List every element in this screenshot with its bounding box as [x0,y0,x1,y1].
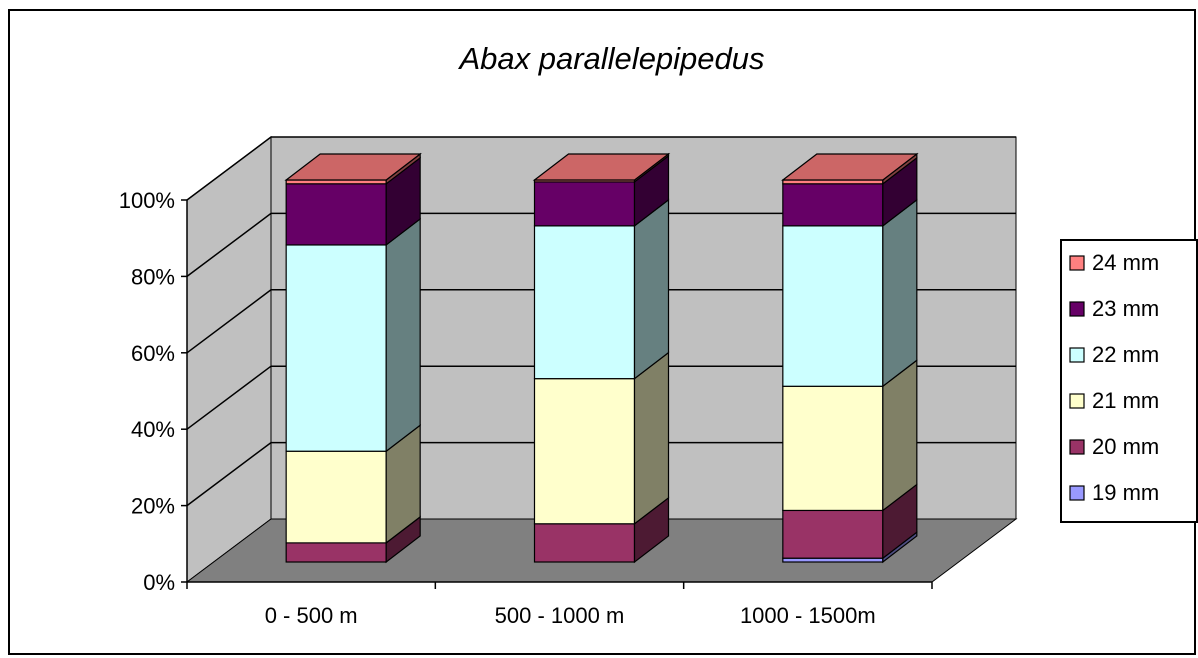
bar-top [284,153,422,181]
legend-item: 23 mm [1069,296,1159,321]
x-tick-label: 1000 - 1500m [740,603,876,628]
bar-segment [533,523,636,563]
gridline [186,365,1016,430]
legend-item: 24 mm [1069,250,1159,275]
legend-label: 24 mm [1092,250,1159,275]
y-tick-labels: 0% 20% 40% 60% 80% 100% [119,188,175,595]
bar-segment [285,542,387,563]
chart-area: Abax parallelepipedus 0% 20% 40% 60% 80% 100%… [8,9,1198,655]
legend-label: 20 mm [1092,434,1159,459]
gridline [186,136,1016,201]
y-tick-label: 80% [131,264,175,289]
chart-svg: Abax parallelepipedus 0% 20% 40% 60% 80% 100%… [119,41,1018,628]
legend-swatch [1069,393,1085,409]
y-tick-label: 60% [131,341,175,366]
bar-segment [285,244,387,452]
x-tick-label: 0 - 500 m [265,603,358,628]
bar-segment-side [385,217,421,453]
y-tick-label: 40% [131,417,175,442]
bar-segment [782,509,884,559]
bar-segment [533,181,636,227]
legend-label: 23 mm [1092,296,1159,321]
gridline [186,289,1016,354]
bar-segment [285,183,387,246]
y-tick-label: 0% [143,570,175,595]
gridlines [186,136,1016,507]
y-tick-label: 100% [119,188,175,213]
bar-segment-side [633,198,670,380]
side-wall [186,136,272,583]
legend-label: 19 mm [1092,480,1159,505]
bar-segment [782,225,884,387]
legend-item: 19 mm [1069,480,1159,505]
legend-swatch [1069,301,1085,317]
bar-segment [533,378,636,525]
legend-swatch [1069,439,1085,455]
bar-segment [782,183,884,227]
bar-top [781,153,919,181]
y-tick-label: 20% [131,494,175,519]
legend-label: 21 mm [1092,388,1159,413]
bar-stack [284,152,422,564]
legend-label: 22 mm [1092,342,1159,367]
bar-stack [532,152,671,564]
bar-segment-side [633,351,670,526]
legend-swatch [1069,255,1085,271]
bars [284,152,919,564]
legend: 24 mm 23 mm 22 mm 21 mm 20 mm 19 mm [1060,239,1198,523]
bar-segment [533,225,636,380]
legend-item: 20 mm [1069,434,1159,459]
x-tick-label: 500 - 1000 m [495,603,625,628]
bar-segment [285,450,387,544]
gridline [186,441,1016,507]
bar-top [532,153,671,181]
bar-segment-side [882,198,918,388]
legend-swatch [1069,485,1085,501]
bar-stack [781,152,919,564]
legend-swatch [1069,347,1085,363]
legend-item: 21 mm [1069,388,1159,413]
chart-title: Abax parallelepipedus [457,41,764,76]
gridline [186,212,1016,277]
legend-item: 22 mm [1069,342,1159,367]
bar-segment [782,385,884,512]
axes [181,199,933,589]
x-tick-labels: 0 - 500 m 500 - 1000 m 1000 - 1500m [265,603,876,628]
